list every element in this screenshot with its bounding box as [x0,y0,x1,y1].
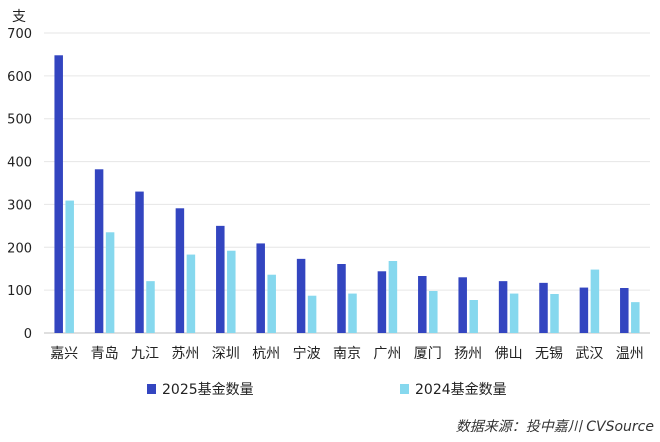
y-tick-label: 600 [7,70,32,85]
bar-2024-0 [65,200,74,333]
bars [54,55,640,334]
x-category-label: 嘉兴 [50,346,78,362]
x-category-label: 无锡 [535,346,563,362]
x-category-label: 南京 [333,346,361,362]
gridlines [44,32,650,334]
bar-2024-14 [631,302,640,333]
bar-2025-7 [337,264,346,333]
y-tick-label: 500 [7,113,32,128]
x-category-label: 九江 [131,346,159,362]
bar-2024-7 [348,293,357,333]
x-category-label: 广州 [373,346,401,362]
bar-2024-12 [550,294,559,333]
y-tick-label: 300 [7,198,32,213]
x-category-label: 扬州 [454,346,482,362]
bar-2025-4 [216,225,225,333]
source-note: 数据来源：投中嘉川 CVSource [456,419,654,435]
bar-2025-12 [539,282,548,333]
bar-2025-8 [377,271,387,333]
bar-2024-1 [105,232,115,333]
bar-2025-11 [498,281,508,333]
bar-2025-9 [418,276,427,333]
bar-2025-1 [94,169,104,333]
bar-2024-9 [429,291,438,333]
legend-label-2025: 2025基金数量 [162,381,254,398]
x-category-label: 武汉 [575,346,603,362]
x-axis-labels: 嘉兴 青岛 九江 苏州 深圳 杭州 宁波 南京 广州 厦门 扬州 佛山 无锡 武汉 温州 [50,345,644,362]
x-category-label: 温州 [616,346,644,362]
bar-2025-6 [296,258,306,333]
y-axis-ticks: 0 100 200 300 400 500 600 700 [7,27,32,342]
x-category-label: 苏州 [171,346,199,362]
bar-2025-5 [256,243,265,333]
x-category-label: 青岛 [91,346,119,362]
bar-2024-2 [146,281,155,333]
bar-2024-13 [590,269,600,333]
bar-2024-4 [227,250,236,333]
y-tick-label: 100 [7,284,32,299]
legend-swatch-2024 [400,384,409,394]
bar-2024-11 [509,293,519,333]
legend-swatch-2025 [147,384,156,394]
bar-2025-2 [135,191,144,333]
x-category-label: 深圳 [212,346,240,362]
bar-2025-10 [458,277,467,333]
bar-2024-5 [267,274,276,333]
y-tick-label: 700 [7,27,32,42]
y-tick-label: 400 [7,156,32,171]
x-category-label: 厦门 [414,346,442,362]
y-tick-label: 200 [7,241,32,256]
bar-2025-3 [175,208,185,333]
bar-2024-3 [186,254,196,333]
x-category-label: 杭州 [252,346,280,362]
bar-2025-14 [620,288,629,333]
x-category-label: 宁波 [293,345,321,362]
bar-2024-8 [388,261,398,333]
bar-2025-13 [579,287,589,333]
y-tick-label: 0 [24,327,32,342]
x-category-label: 佛山 [495,346,523,362]
legend-label-2024: 2024基金数量 [415,381,507,398]
y-axis-unit-label: 支 [12,9,26,25]
bar-2024-6 [307,295,317,333]
bar-2025-0 [54,55,63,334]
bar-2024-10 [469,300,478,333]
